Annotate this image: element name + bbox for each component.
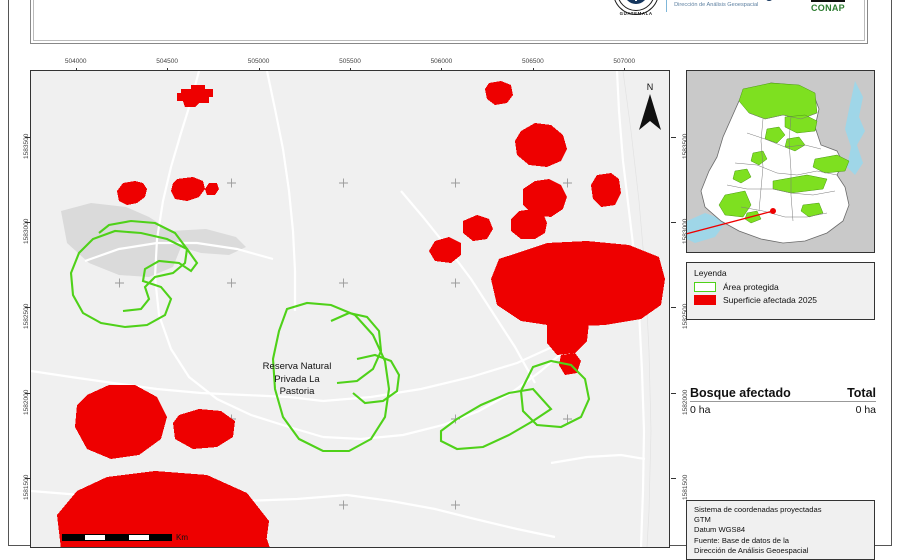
y-axis-tick (671, 478, 676, 479)
y-axis-tick-label: 1581500 (682, 474, 689, 500)
legend-item-protected: Área protegida (694, 282, 867, 292)
map-x-axis: 504000 504500 505000 505500 506000 506500 5070… (30, 58, 670, 73)
x-axis-tick-label: 505500 (339, 58, 361, 65)
map-canvas (31, 71, 669, 547)
y-axis-tick (671, 392, 676, 394)
conap-logo-mark: N (811, 0, 845, 2)
x-axis-tick-label: 504000 (64, 58, 87, 65)
x-axis-tick-label: 505000 (247, 58, 270, 65)
metadata-line: Dirección de Análisis Geoespacial (694, 545, 809, 555)
stats-header-total: Total (847, 386, 876, 400)
legend-title: Leyenda (694, 268, 727, 278)
inset-sea (845, 81, 865, 175)
north-arrow-glyph (639, 94, 661, 130)
y-axis-tick (25, 307, 30, 309)
y-axis-tick (671, 136, 676, 138)
main-map[interactable]: Reserva Natural Privada La Pastoria (30, 70, 670, 548)
legend-label-protected: Área protegida (723, 282, 779, 292)
north-arrow-label: N (646, 82, 654, 92)
stats-value-affected-forest: 0 ha (690, 404, 711, 416)
x-axis-tick-label: 506000 (430, 58, 453, 65)
y-axis-tick (25, 136, 30, 138)
logo-divider (666, 0, 668, 12)
scale-bar-unit: Km (176, 533, 188, 542)
map-legend: Leyenda Área protegida Superficie afecta… (686, 262, 875, 320)
locator-inset-map[interactable] (686, 70, 875, 253)
title-block: (CONAP) Superficie afectada por incendio… (58, 0, 658, 4)
inset-leader-line (687, 210, 774, 235)
metadata-line: Sistema de coordenadas proyectadas (694, 505, 822, 514)
y-axis-tick (671, 221, 676, 223)
scale-segment (84, 534, 106, 541)
x-axis-tick-label: 504500 (156, 58, 178, 65)
metadata-line: GTM (694, 515, 711, 525)
conap-line-3: Dirección de Análisis Geoespacial (674, 2, 759, 9)
conap-wordmark: Consejo Nacional de Áreas Protegidas Dir… (674, 0, 799, 9)
stats-value-row: 0 ha 0 ha (690, 402, 876, 416)
map-y-axis-left: 1583500 1583000 1582500 1582000 1581500 (14, 70, 30, 548)
protected-area-swatch (694, 282, 716, 292)
scale-segment (106, 534, 128, 541)
y-axis-tick (25, 478, 30, 479)
logo-area: GUATEMALA Consejo Nacional de Áreas Prot… (613, 0, 850, 20)
metadata-line: Datum WGS84 (694, 525, 746, 535)
scale-segment (62, 534, 84, 541)
stats-block: Bosque afectado Total 0 ha 0 ha (690, 386, 876, 416)
map-header-inner: (CONAP) Superficie afectada por incendio… (33, 0, 865, 41)
map-header: (CONAP) Superficie afectada por incendio… (30, 0, 868, 44)
north-arrow-icon: N (636, 82, 664, 134)
scale-bar: Km (62, 533, 188, 542)
page-subtitle: Superficie afectada por incendios en 202… (58, 0, 658, 4)
x-axis-tick-label: 506500 (521, 58, 544, 65)
guatemala-seal-icon: GUATEMALA (613, 0, 660, 16)
stats-value-total: 0 ha (855, 404, 876, 416)
x-axis-tick-label: 507000 (613, 58, 636, 65)
inset-canvas (687, 71, 874, 252)
y-axis-tick (25, 221, 30, 223)
conap-logo-word: CONAP (810, 2, 845, 13)
y-axis-tick (25, 392, 30, 394)
scale-segment (128, 534, 150, 541)
protected-area-layer (69, 219, 591, 453)
metadata-line: Fuente: Base de datos de la (694, 535, 789, 545)
conap-logo-icon: N CONAP (806, 0, 850, 13)
stats-header-row: Bosque afectado Total (690, 386, 876, 402)
protected-area-label-line-1: Reserva Natural (262, 361, 332, 372)
metadata-box: Sistema de coordenadas proyectadas GTM D… (686, 500, 875, 560)
y-axis-tick-label: 1582000 (682, 389, 689, 415)
protected-area-label: Reserva Natural Privada La Pastoria (237, 361, 357, 399)
y-axis-tick (671, 307, 676, 309)
legend-item-burned: Superficie afectada 2025 (694, 295, 867, 305)
seal-label: GUATEMALA (619, 11, 653, 16)
protected-area-label-line-2: Privada La (274, 373, 320, 385)
legend-label-burned: Superficie afectada 2025 (723, 295, 818, 305)
scale-segment (150, 534, 172, 541)
conap-line-2: de Áreas Protegidas (674, 0, 799, 1)
protected-area-label-line-3: Pastoria (279, 386, 315, 397)
stats-header-affected-forest: Bosque afectado (690, 386, 791, 400)
burned-area-swatch (694, 295, 716, 305)
inset-department-boundaries (726, 112, 838, 222)
burned-area-layer (57, 81, 665, 547)
